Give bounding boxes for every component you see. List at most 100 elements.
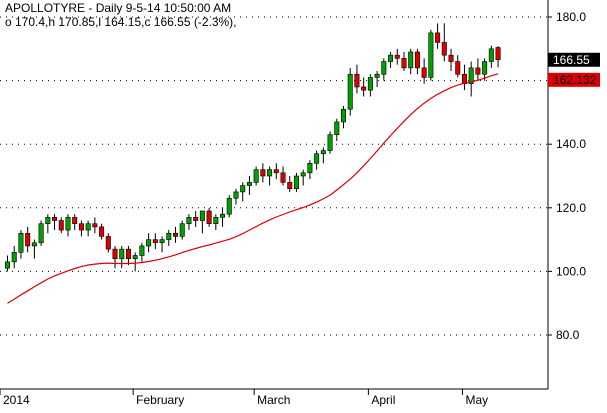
candle-body <box>45 217 51 224</box>
candle-body <box>38 223 44 244</box>
x-tick-label: April <box>371 393 395 407</box>
candle <box>428 29 434 81</box>
candle-body <box>5 261 11 269</box>
moving-average-line <box>7 73 499 304</box>
candle <box>441 23 447 62</box>
x-tick-labels: 2014 February March April May <box>0 389 488 407</box>
candle <box>85 220 91 237</box>
candle-body <box>340 108 346 123</box>
candle <box>206 207 212 227</box>
candle <box>220 207 226 227</box>
candle <box>381 58 387 81</box>
candle <box>475 58 481 81</box>
candle <box>482 58 488 81</box>
candle <box>52 214 58 231</box>
candle <box>25 226 31 253</box>
candle-body <box>132 255 138 259</box>
candle-body <box>72 217 78 224</box>
candle <box>320 147 326 164</box>
candle-body <box>441 42 447 56</box>
candle-body <box>347 73 353 110</box>
candles <box>5 23 501 272</box>
candle <box>125 245 131 266</box>
candle-body <box>233 191 239 199</box>
candle <box>374 71 380 87</box>
candle <box>461 64 467 91</box>
candle-body <box>367 77 373 91</box>
candle-body <box>287 182 293 190</box>
candle <box>334 118 340 142</box>
x-tick-label: 2014 <box>3 393 30 407</box>
candle <box>408 48 414 75</box>
candle <box>173 226 179 243</box>
candle-body <box>226 197 232 215</box>
candle <box>361 77 367 97</box>
candle <box>468 61 474 97</box>
y-tick-label: 180.0 <box>556 10 586 24</box>
candle-body <box>152 239 158 244</box>
chart-title: APOLLOTYRE - Daily 9-5-14 10:50:00 AM <box>5 1 232 15</box>
candle-body <box>58 220 64 231</box>
candle-body <box>314 153 320 164</box>
candle <box>394 48 400 65</box>
candle-body <box>273 169 279 174</box>
candle-body <box>475 67 481 75</box>
candle <box>287 176 293 192</box>
candle-body <box>293 175 299 190</box>
candle-body <box>374 73 380 78</box>
candle-body <box>166 232 172 240</box>
axes <box>0 0 549 390</box>
candle-body <box>186 217 192 224</box>
candle <box>455 55 461 78</box>
candle-body <box>18 232 24 253</box>
candle-body <box>246 182 252 186</box>
candle-body <box>146 239 152 247</box>
candle <box>99 223 105 240</box>
candle <box>78 220 84 237</box>
candle-body <box>240 185 246 193</box>
candle <box>5 255 11 272</box>
candle <box>240 182 246 202</box>
candle <box>300 169 306 186</box>
candle-body <box>461 73 467 85</box>
candle <box>280 166 286 186</box>
candle-body <box>334 121 340 135</box>
candle <box>159 236 165 253</box>
candle-body <box>31 242 37 247</box>
candle-body <box>354 73 360 88</box>
x-tick-label: March <box>257 393 290 407</box>
candle <box>58 217 64 234</box>
candle <box>367 74 373 97</box>
candle <box>347 67 353 116</box>
candle <box>65 214 71 237</box>
candle-body <box>394 54 400 59</box>
candle-body <box>139 245 145 256</box>
candle-body <box>65 217 71 231</box>
candle-body <box>206 210 212 224</box>
y-tick-label: 120.0 <box>556 201 586 215</box>
candle-body <box>300 172 306 177</box>
candle <box>199 210 205 234</box>
candle <box>421 58 427 84</box>
candle <box>45 214 51 234</box>
candle-body <box>52 217 58 221</box>
candle <box>11 245 17 269</box>
candle <box>186 214 192 231</box>
candle <box>327 131 333 154</box>
candle-body <box>173 232 179 237</box>
candle <box>132 252 138 272</box>
last-price-badge <box>548 52 600 67</box>
candle-body <box>307 162 313 174</box>
x-tick-label: May <box>465 393 488 407</box>
candle <box>92 217 98 234</box>
candle-body <box>488 48 494 62</box>
last-price-label: 166.55 <box>553 53 590 67</box>
candle <box>226 195 232 218</box>
candle-body <box>85 223 91 231</box>
candle-body <box>253 169 259 183</box>
candle <box>139 242 145 262</box>
candle-body <box>260 169 266 177</box>
candle <box>213 214 219 231</box>
candle <box>18 230 24 259</box>
